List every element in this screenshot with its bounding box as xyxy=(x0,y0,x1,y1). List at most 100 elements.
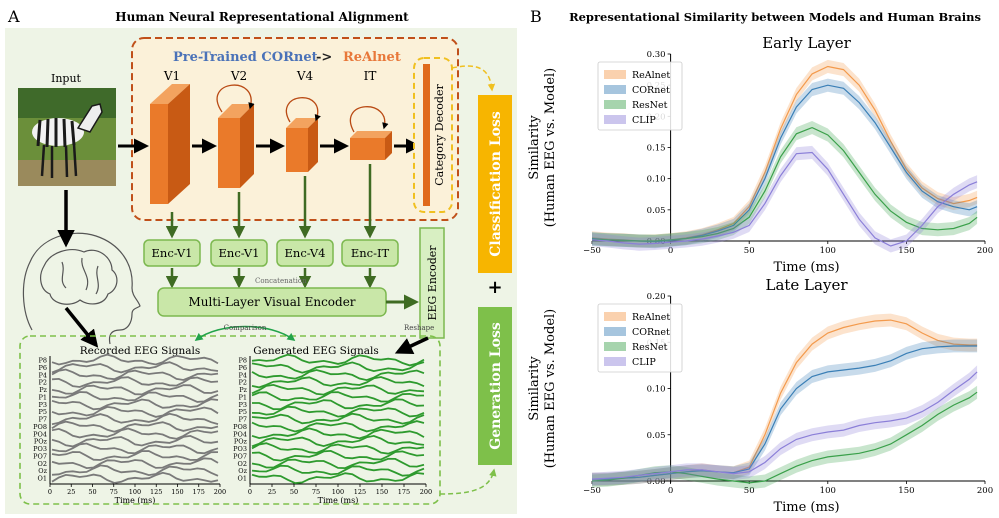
eeg-trace xyxy=(51,427,219,440)
series-band-resnet xyxy=(592,121,978,248)
eeg-trace xyxy=(51,420,219,433)
legend-label-resnet: ResNet xyxy=(632,342,668,353)
legend-swatch-resnet xyxy=(604,342,626,351)
eeg-trace xyxy=(51,412,219,426)
legend-swatch-realnet xyxy=(604,70,626,79)
encoder-label-v2: Enc-V1 xyxy=(219,246,260,260)
eeg-trace xyxy=(51,368,219,381)
chart-title: Late Layer xyxy=(765,276,848,294)
layer-label-v1: V1 xyxy=(163,69,180,83)
legend-swatch-clip xyxy=(604,357,626,366)
layer-label-v4: V4 xyxy=(296,69,314,83)
y-tick-label: 0.00 xyxy=(647,477,666,487)
late-layer-chart: Late Layer0.000.050.100.150.20−500501001… xyxy=(527,276,993,515)
eeg-x-tick-label: 200 xyxy=(214,488,226,496)
category-decoder-bar xyxy=(423,64,430,206)
eeg-channel-label: O1 xyxy=(238,475,247,483)
multilayer-encoder-label: Multi-Layer Visual Encoder xyxy=(188,295,355,309)
eeg-trace xyxy=(251,383,425,396)
eeg-x-tick-label: 25 xyxy=(67,488,75,496)
early-layer-chart: Early Layer0.000.050.100.150.200.250.30−… xyxy=(527,34,993,275)
y-tick-label: 0.10 xyxy=(647,175,666,185)
eeg-x-tick-label: 150 xyxy=(376,488,388,496)
series-band-resnet xyxy=(592,385,978,490)
x-axis-label: Time (ms) xyxy=(773,500,839,515)
recurrent-loop-v4 xyxy=(285,97,321,123)
eeg-trace xyxy=(251,472,425,485)
eeg-trace xyxy=(251,434,425,448)
panel-a-title: Human Neural Representational Alignment xyxy=(115,10,409,24)
legend-swatch-cornet xyxy=(604,85,626,94)
eeg-trace xyxy=(251,369,425,382)
eeg-channel-label: P6 xyxy=(238,364,247,372)
panel-b-title: Representational Similarity between Mode… xyxy=(569,10,981,24)
eeg-channel-label: PO4 xyxy=(233,430,247,438)
eeg-x-tick-label: 50 xyxy=(290,488,298,496)
encoder-label-it: Enc-IT xyxy=(351,246,390,260)
eeg-x-tick-label: 125 xyxy=(354,488,366,496)
generation-loss-box xyxy=(478,307,512,465)
layer-label-v2: V2 xyxy=(230,69,247,83)
eeg-trace xyxy=(251,361,425,374)
eeg-channel-label: PO3 xyxy=(233,445,247,453)
x-tick-label: 100 xyxy=(820,246,836,256)
concatenation-label: Concatenation xyxy=(255,277,307,285)
eeg-x-axis-label: Time (ms) xyxy=(115,496,156,505)
y-tick-label: 0.05 xyxy=(647,431,666,441)
eeg-channel-label: PO3 xyxy=(33,445,47,453)
eeg-trace xyxy=(51,391,219,403)
eeg-trace xyxy=(251,405,425,418)
generated-eeg-title: Generated EEG Signals xyxy=(253,345,378,357)
layer-block-v1 xyxy=(150,84,190,204)
x-tick-label: −50 xyxy=(583,246,601,256)
eeg-channel-label: PO8 xyxy=(33,423,47,431)
x-tick-label: 100 xyxy=(820,486,836,496)
eeg-channel-label: O2 xyxy=(238,460,247,468)
eeg-x-tick-label: 100 xyxy=(332,488,344,496)
eeg-x-tick-label: 125 xyxy=(150,488,162,496)
eeg-x-tick-label: 75 xyxy=(312,488,320,496)
x-tick-label: 50 xyxy=(744,486,755,496)
classification-loss-box xyxy=(478,95,512,273)
encoder-box-v1 xyxy=(143,239,201,267)
x-tick-label: 50 xyxy=(744,246,755,256)
eeg-channel-label: PO4 xyxy=(33,430,47,438)
recorded-eeg-title: Recorded EEG Signals xyxy=(80,345,200,357)
eeg-trace xyxy=(251,449,425,462)
eeg-channel-label: Oz xyxy=(38,467,47,475)
legend-label-resnet: ResNet xyxy=(632,100,668,111)
eeg-trace xyxy=(251,412,425,425)
chart-title: Early Layer xyxy=(762,34,851,52)
eeg-channel-label: P5 xyxy=(238,408,247,416)
legend-swatch-resnet xyxy=(604,100,626,109)
series-line-clip xyxy=(591,371,978,480)
eeg-encoder-label: EEG Encoder xyxy=(426,245,439,321)
encoder-label-v4: Enc-V4 xyxy=(285,246,326,260)
layer-to-encoder-arrows xyxy=(165,164,377,239)
legend-label-realnet: ReAlnet xyxy=(632,70,670,81)
y-axis-label-line2: (Human EEG vs. Model) xyxy=(543,309,558,469)
y-axis-label-line1: Similarity xyxy=(527,115,542,180)
model-title-realnet: ReAlnet xyxy=(343,50,401,65)
y-tick-label: 0.05 xyxy=(647,206,666,216)
plus-sign: + xyxy=(487,277,502,298)
eeg-trace xyxy=(251,391,425,403)
eeg-channel-label: PO8 xyxy=(233,423,247,431)
y-axis-label-line1: Similarity xyxy=(527,356,542,421)
recurrent-loop-v2 xyxy=(216,84,255,113)
eeg-channel-label: Pz xyxy=(239,386,247,394)
eeg-trace xyxy=(252,398,425,411)
eeg-trace xyxy=(51,471,219,484)
eeg-channel-label: O1 xyxy=(38,475,47,483)
eeg-trace xyxy=(251,464,425,477)
eeg-trace xyxy=(251,376,425,389)
eeg-x-axis-label: Time (ms) xyxy=(318,496,359,505)
eeg-trace xyxy=(51,442,219,455)
series-line-cornet xyxy=(592,345,978,480)
x-tick-label: −50 xyxy=(583,486,601,496)
eeg-channel-label: P7 xyxy=(38,416,47,424)
x-tick-label: 150 xyxy=(898,246,914,256)
model-title-pretrained: Pre-Trained CORnet xyxy=(173,50,318,65)
legend-label-realnet: ReAlnet xyxy=(632,312,670,323)
eeg-channel-label: P2 xyxy=(238,379,247,387)
